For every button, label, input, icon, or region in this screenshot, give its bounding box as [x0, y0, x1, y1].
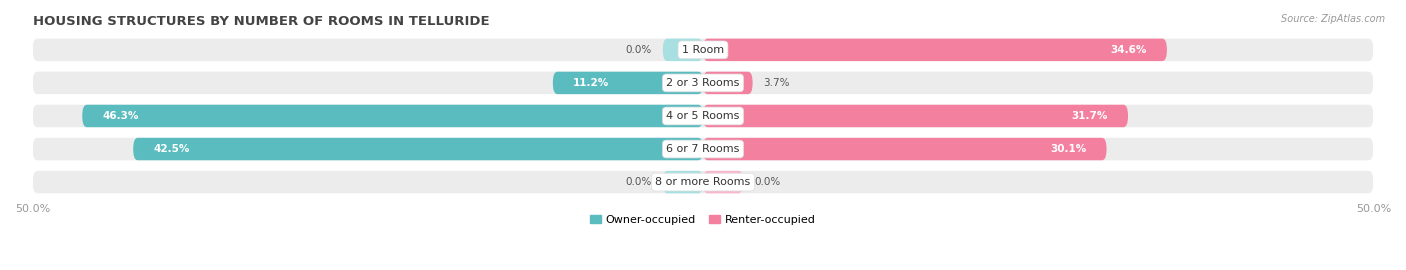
FancyBboxPatch shape [32, 138, 1374, 160]
Text: 0.0%: 0.0% [754, 177, 780, 187]
Text: 0.0%: 0.0% [626, 45, 652, 55]
FancyBboxPatch shape [32, 39, 1374, 61]
FancyBboxPatch shape [32, 171, 1374, 193]
FancyBboxPatch shape [553, 72, 703, 94]
Text: 0.0%: 0.0% [626, 177, 652, 187]
Text: HOUSING STRUCTURES BY NUMBER OF ROOMS IN TELLURIDE: HOUSING STRUCTURES BY NUMBER OF ROOMS IN… [32, 15, 489, 28]
Text: 34.6%: 34.6% [1111, 45, 1147, 55]
Text: 3.7%: 3.7% [763, 78, 790, 88]
Text: 42.5%: 42.5% [153, 144, 190, 154]
FancyBboxPatch shape [32, 72, 1374, 94]
Text: 6 or 7 Rooms: 6 or 7 Rooms [666, 144, 740, 154]
FancyBboxPatch shape [703, 138, 1107, 160]
Text: 31.7%: 31.7% [1071, 111, 1108, 121]
FancyBboxPatch shape [82, 105, 703, 127]
Legend: Owner-occupied, Renter-occupied: Owner-occupied, Renter-occupied [586, 211, 820, 229]
Text: 4 or 5 Rooms: 4 or 5 Rooms [666, 111, 740, 121]
FancyBboxPatch shape [32, 105, 1374, 127]
FancyBboxPatch shape [662, 39, 703, 61]
FancyBboxPatch shape [703, 171, 744, 193]
Text: 46.3%: 46.3% [103, 111, 139, 121]
Text: Source: ZipAtlas.com: Source: ZipAtlas.com [1281, 14, 1385, 23]
Text: 8 or more Rooms: 8 or more Rooms [655, 177, 751, 187]
FancyBboxPatch shape [134, 138, 703, 160]
FancyBboxPatch shape [703, 72, 752, 94]
FancyBboxPatch shape [703, 39, 1167, 61]
Text: 2 or 3 Rooms: 2 or 3 Rooms [666, 78, 740, 88]
FancyBboxPatch shape [703, 105, 1128, 127]
Text: 1 Room: 1 Room [682, 45, 724, 55]
FancyBboxPatch shape [662, 171, 703, 193]
Text: 30.1%: 30.1% [1050, 144, 1087, 154]
Text: 11.2%: 11.2% [574, 78, 609, 88]
